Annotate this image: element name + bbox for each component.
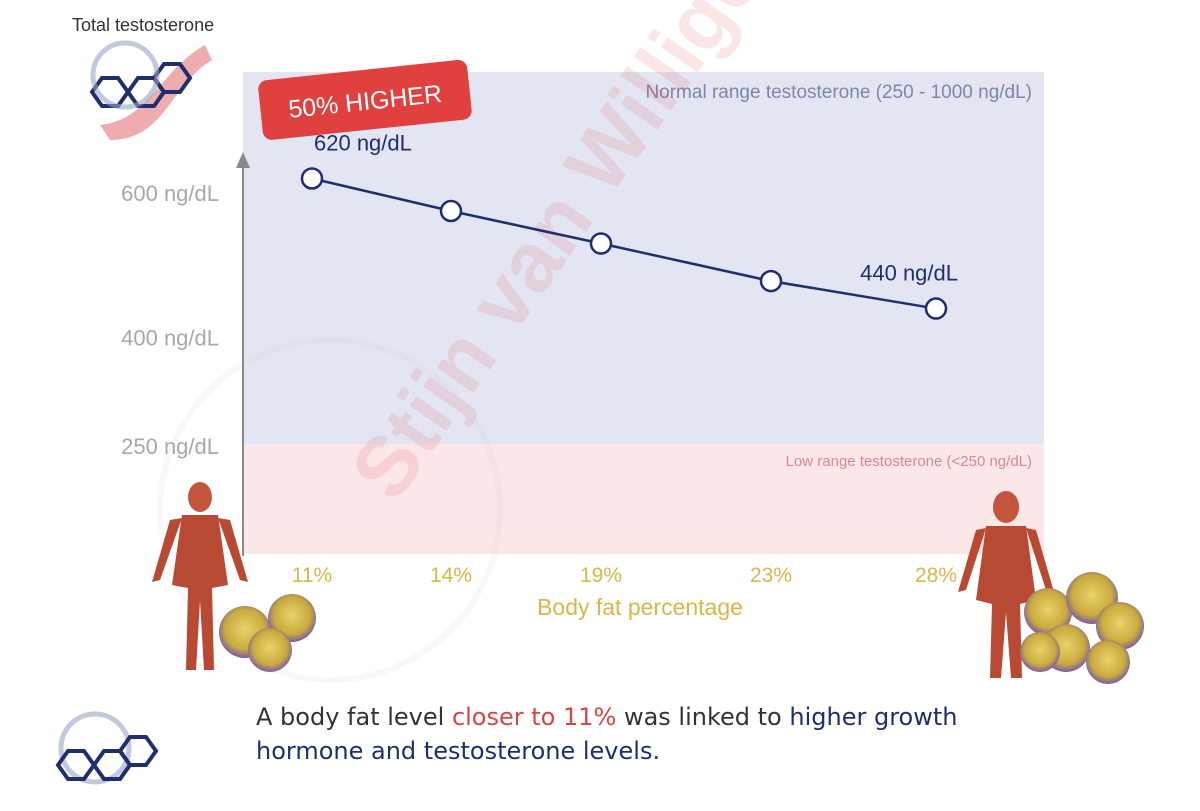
caption-part-1: A body fat level [256,703,452,731]
low-range-zone [243,444,1044,554]
normal-range-zone [243,72,1044,444]
data-point [589,232,613,255]
x-axis-label: Body fat percentage [537,594,743,620]
x-tick-label: 23% [750,564,792,587]
x-tick-label: 19% [580,564,622,587]
lean-fat-cells-illustration [219,594,316,672]
data-label: 620 ng/dL [314,130,412,155]
x-tick-label: 14% [430,564,472,587]
header-title: Total testosterone [72,15,214,35]
y-tick-label: 400 ng/dL [121,325,219,350]
lean-body-illustration [152,482,248,670]
y-tick-label: 600 ng/dL [121,181,219,206]
footer-molecule-icon [55,711,159,785]
data-labels: 620 ng/dL 440 ng/dL [314,130,958,285]
caption-part-3: was linked to [616,703,790,731]
testosterone-molecule-icon [89,40,212,140]
y-axis-arrow [236,152,250,168]
higher-fat-cells-illustration [1020,572,1144,684]
normal-range-label: Normal range testosterone (250 - 1000 ng… [645,82,1032,103]
caption-highlight-red: closer to 11% [451,703,617,731]
low-range-label: Low range testosterone (<250 ng/dL) [786,453,1032,470]
y-tick-label: 250 ng/dL [121,434,219,459]
fifty-percent-badge: 50% HIGHER [258,59,472,140]
data-label: 440 ng/dL [860,261,958,286]
caption-highlight-blue: higher growth hormone and testosterone l… [256,703,958,765]
data-point [759,269,783,293]
x-tick-labels: 11% 14% 19% 23% 28% [292,564,957,587]
data-point [924,297,948,320]
data-points [300,167,948,320]
data-point [439,199,463,223]
data-point [300,167,324,190]
higher-fat-body-illustration [958,491,1054,678]
x-tick-label: 11% [292,564,332,587]
x-tick-label: 28% [915,564,957,587]
caption: A body fat level closer to 11% was linke… [256,700,1056,768]
y-tick-labels: 600 ng/dL 400 ng/dL 250 ng/dL [121,181,219,459]
